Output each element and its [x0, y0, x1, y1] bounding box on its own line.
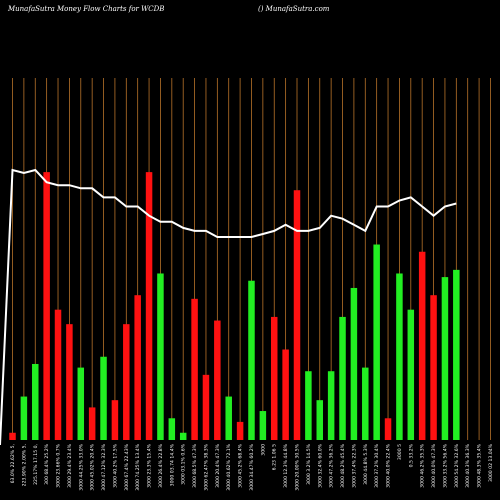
x-tick-label: 3000 23.66% 0.7% [56, 443, 62, 487]
x-tick-label: 3000 40.0% 22.4% [386, 443, 392, 487]
x-tick-label: 225.17% 17.15 0, [33, 443, 39, 484]
money-flow-bar [248, 280, 255, 440]
chart-title: MunafaSutra Money Flow Charts for WCDB [8, 5, 165, 13]
site-credit: () MunafaSutra.com [258, 5, 330, 13]
price-line [0, 168, 457, 446]
x-tick-label: 3000 37.4% 22.3% [351, 443, 357, 487]
money-flow-bar [225, 396, 232, 440]
x-tick-label: 3000 29.4% 23.4% [67, 443, 73, 487]
money-flow-bar [350, 287, 358, 440]
money-flow-bar [430, 295, 437, 440]
money-flow-bar [396, 273, 403, 440]
money-flow-bar [407, 309, 415, 440]
x-tick-label: 63.0% 22.62% 5, [10, 443, 16, 483]
x-tick-label: 3000 68.5% 47.3% [192, 443, 198, 487]
x-tick-label: 6.23 1.06 5 [272, 444, 278, 470]
x-tick-label: 3000 37.2% 30.4% [374, 443, 380, 487]
money-flow-bar [316, 400, 324, 440]
x-axis-labels: 63.0% 22.62% 5, 223.90% 2.00% 5, 225.17% 1… [10, 443, 494, 490]
x-tick-label: 3000 48.2% 45.4% [340, 443, 346, 487]
money-flow-bar [202, 374, 210, 440]
x-tick-label: 3000 47.12% 32.3% [101, 443, 107, 490]
x-tick-label: 3000 26.4% 22.8% [158, 443, 164, 487]
money-flow-bar [418, 251, 426, 440]
money-flow-bar [157, 273, 164, 440]
x-tick-label: 3000 5 [397, 444, 403, 460]
x-tick-label: 3000 20.4% 47.3% [215, 443, 221, 487]
x-tick-label: 3000 67.4% 22.43% [124, 443, 130, 490]
money-flow-bar [327, 371, 335, 440]
x-tick-label: 3000 40.0% 47.3% [431, 443, 437, 487]
money-flow-bar [373, 244, 380, 440]
money-flow-bar [43, 172, 50, 440]
x-tick-label: 3000 02 13.04% [488, 443, 494, 482]
x-tick-label: 3000 47.2% 36.2% [329, 443, 335, 487]
x-tick-label: 3000 45.2% 68.4% [238, 443, 244, 487]
money-flow-bar [88, 407, 96, 440]
x-tick-label: 3000 12.3% 44.8% [283, 443, 289, 487]
x-tick-label: 300 68.4% 25.2% [44, 443, 50, 485]
money-flow-bar [134, 295, 141, 440]
x-tick-label: 3000 46.2% 35.3% [420, 443, 426, 487]
money-flow-bar [191, 298, 198, 440]
money-flow-bar [305, 371, 312, 440]
x-tick-label: 3000 48.3% 35.4% [477, 443, 483, 487]
money-flow-bar [100, 356, 107, 440]
money-flow-bar [282, 349, 289, 440]
money-flow-bars [9, 172, 460, 440]
x-tick-label: 3000 [260, 444, 266, 456]
x-tick-label: 3000 62.47% 38.3% [203, 443, 209, 490]
x-tick-label: 3000 40.62% 72.1% [226, 443, 232, 490]
x-tick-label: 3000 74.25% 13.4% [135, 443, 141, 490]
x-tick-label: 3000 33.2% 56.4% [442, 443, 448, 487]
x-tick-label: 3000 45.02% 20.4% [90, 443, 96, 490]
money-flow-bar [339, 316, 346, 440]
x-tick-label: 3000 34.47% 60.2% [249, 443, 255, 490]
money-flow-bar [362, 367, 369, 440]
x-tick-label: 223.90% 2.00% 5, [21, 443, 27, 486]
money-flow-bar [236, 421, 244, 440]
x-tick-label: 3000 3.2% 14.5% [306, 443, 312, 485]
x-tick-label: 3000 20.00% 30.5% [295, 443, 301, 490]
x-tick-label: 3000 23.3% 15.4% [147, 443, 153, 487]
x-tick-label: 0.5 33.2% [408, 443, 414, 467]
x-tick-label: 3000 44.8% 5.3% [363, 443, 369, 485]
money-flow-bar [168, 418, 176, 440]
x-tick-label: 3000 54.2% 32.6% [454, 443, 460, 487]
money-flow-bar [145, 172, 153, 440]
money-flow-bar [270, 316, 278, 440]
money-flow-bar [384, 418, 392, 440]
x-tick-label: 3000 03.1% 0.6% [181, 443, 187, 485]
money-flow-bar [214, 320, 221, 440]
money-flow-bar [32, 363, 39, 440]
x-tick-label: 3000 03.74 14.4% [169, 443, 175, 486]
money-flow-bar [9, 432, 16, 440]
money-flow-bar [20, 396, 28, 440]
money-flow-bar [293, 190, 301, 440]
money-flow-bar [441, 277, 449, 440]
money-flow-bar [259, 411, 267, 440]
x-tick-label: 3000 32.4% 60.0% [317, 443, 323, 487]
x-tick-label: 3000 44.25% 33.0% [78, 443, 84, 490]
money-flow-bar [54, 309, 62, 440]
money-flow-bar [111, 400, 119, 440]
x-tick-label: 3000 40.2% 17.5% [112, 443, 118, 487]
x-tick-label: 3000 40.3% 36.3% [465, 443, 471, 487]
money-flow-bar [123, 324, 130, 440]
money-flow-bar [77, 367, 85, 440]
money-flow-bar [179, 432, 187, 440]
money-flow-bar [66, 324, 73, 440]
money-flow-bar [453, 269, 460, 440]
